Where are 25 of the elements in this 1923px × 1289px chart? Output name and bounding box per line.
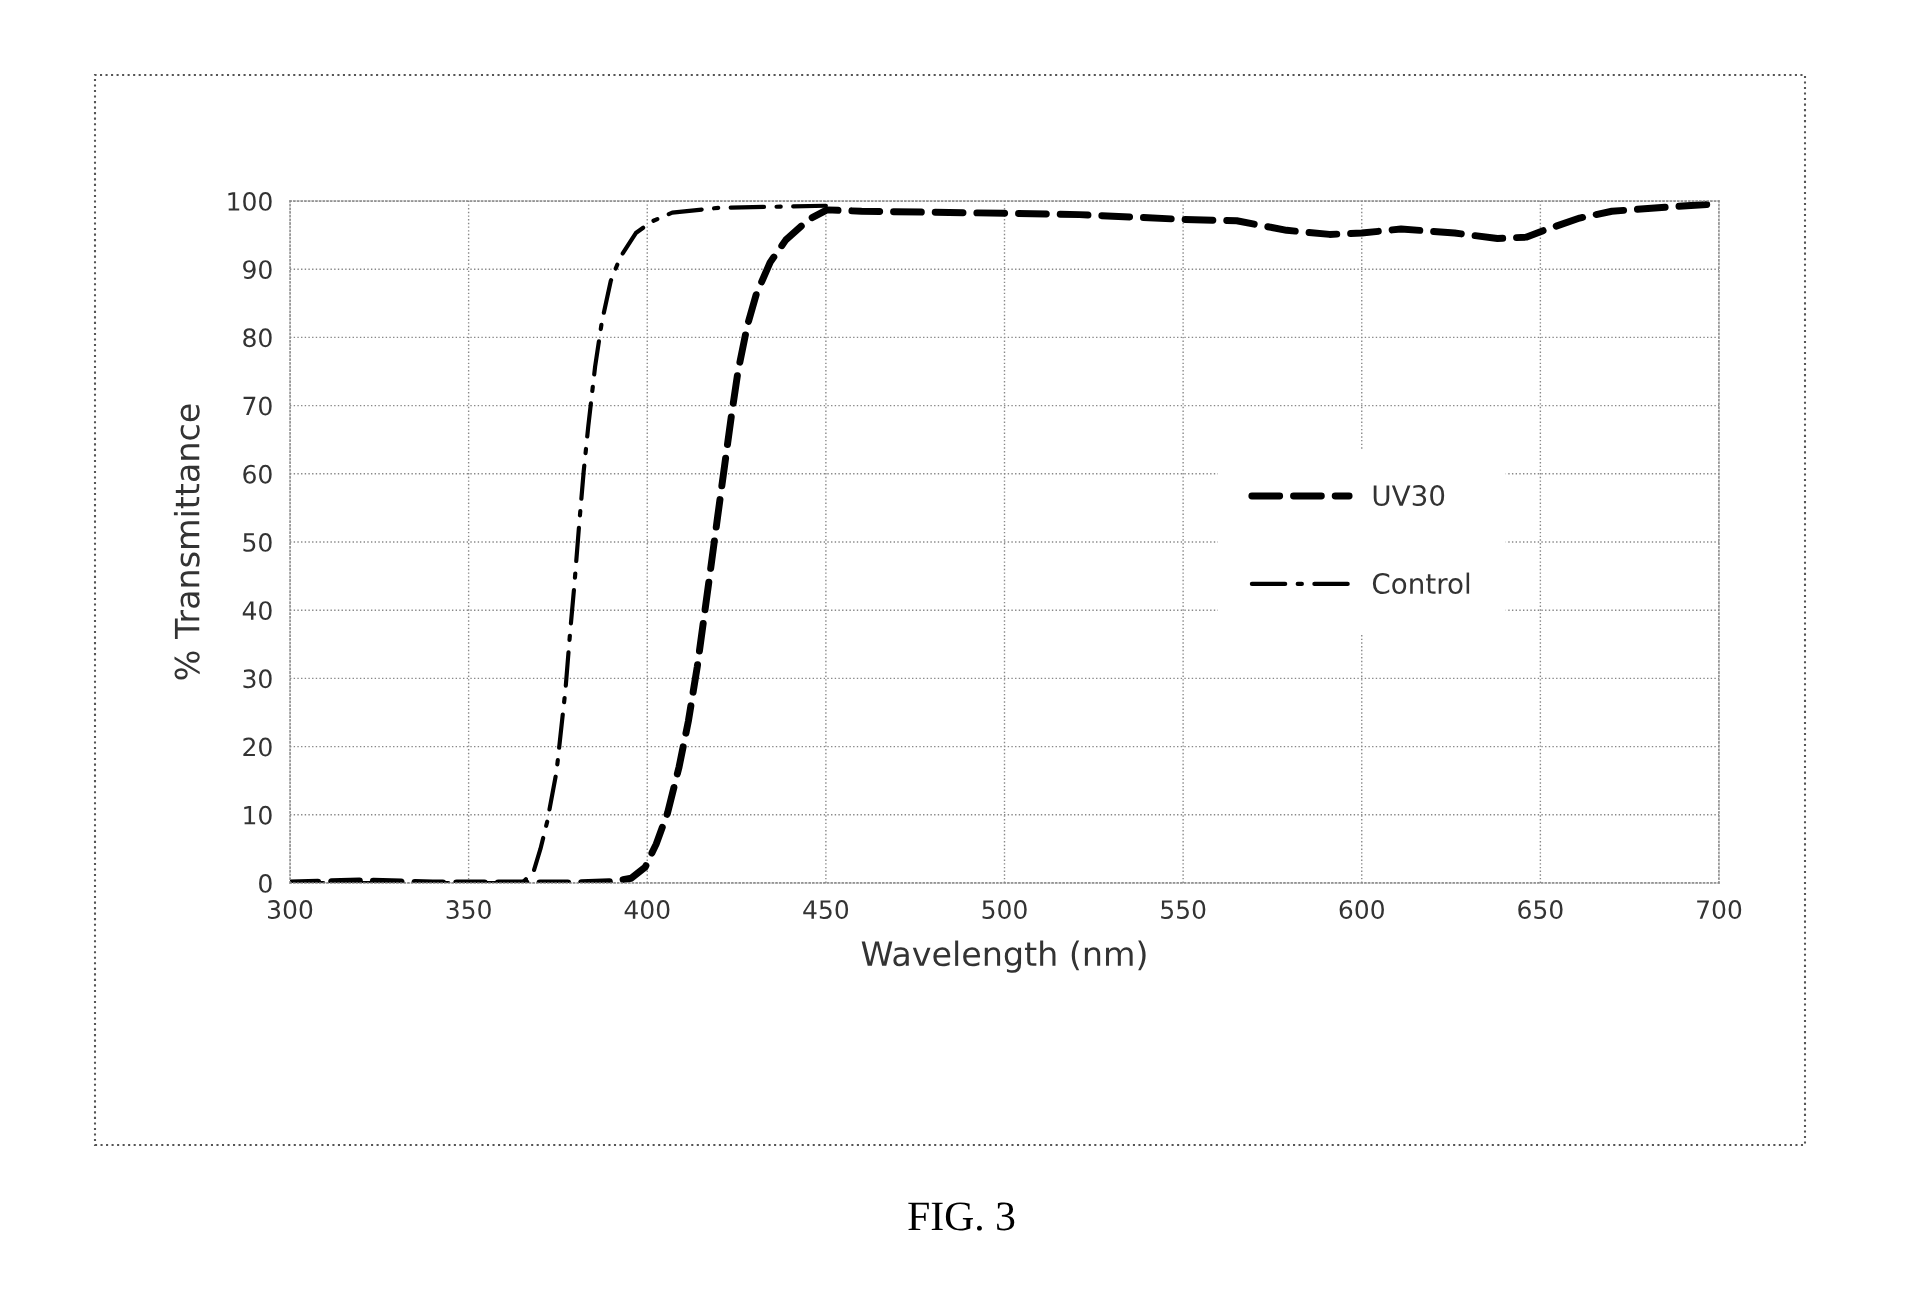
y-tick-label: 70 (243, 396, 272, 416)
x-tick-label: 600 (1339, 900, 1384, 920)
x-tick-label: 550 (1161, 900, 1206, 920)
x-tick-label: 300 (268, 900, 313, 920)
x-tick-label: 500 (982, 900, 1027, 920)
x-tick-label: 450 (803, 900, 849, 920)
y-tick-label: 90 (243, 260, 272, 280)
y-tick-label: 80 (243, 328, 272, 348)
caption: FIG. 3 (908, 1202, 1015, 1231)
x-tick-label: 650 (1518, 900, 1563, 920)
legend-label: Control (1372, 572, 1470, 595)
y-tick-label: 50 (243, 532, 272, 552)
y-tick-label: 0 (259, 873, 272, 893)
y-tick-label: 30 (243, 669, 272, 689)
x-tick-label: 400 (624, 900, 670, 920)
y-tick-label: 10 (244, 805, 272, 825)
y-tick-label: 100 (228, 191, 272, 211)
y-axis-title: % Transmittance (173, 404, 200, 680)
y-tick-label: 60 (243, 464, 272, 484)
x-tick-label: 700 (1697, 900, 1742, 920)
y-tick-label: 40 (242, 601, 272, 621)
y-tick-label: 20 (243, 737, 272, 757)
legend-label: UV30 (1373, 485, 1445, 507)
x-tick-label: 350 (446, 900, 491, 920)
x-axis-title: Wavelength (nm) (861, 940, 1146, 973)
